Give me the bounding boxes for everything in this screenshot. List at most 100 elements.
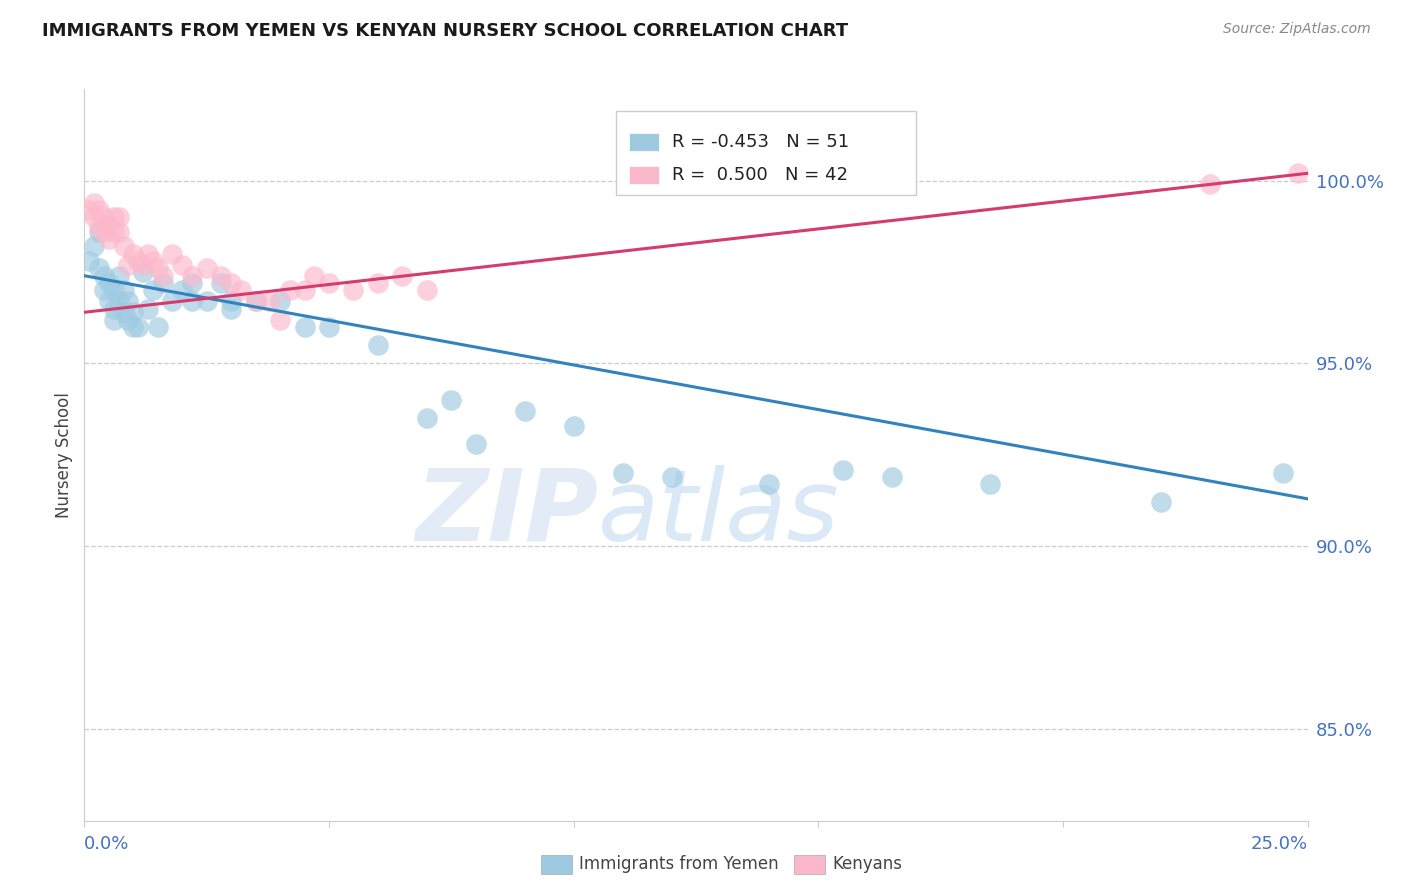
Text: Immigrants from Yemen: Immigrants from Yemen <box>579 855 779 873</box>
Bar <box>628 166 659 185</box>
Point <box>152 268 174 283</box>
Point <box>181 268 204 283</box>
Point <box>83 239 105 253</box>
Point <box>269 312 291 326</box>
Point <box>318 276 340 290</box>
Point <box>181 294 204 309</box>
Point <box>103 211 125 225</box>
Text: IMMIGRANTS FROM YEMEN VS KENYAN NURSERY SCHOOL CORRELATION CHART: IMMIGRANTS FROM YEMEN VS KENYAN NURSERY … <box>42 22 848 40</box>
Point <box>107 211 129 225</box>
Point <box>103 225 125 239</box>
Point <box>391 268 413 283</box>
Point <box>162 294 184 309</box>
Point <box>259 294 281 309</box>
Point <box>112 239 135 253</box>
Point <box>117 294 139 309</box>
Point <box>132 265 155 279</box>
Point <box>107 268 129 283</box>
Point <box>132 258 155 272</box>
Point <box>209 268 232 283</box>
Point <box>172 258 194 272</box>
Point <box>103 284 125 298</box>
Point <box>117 258 139 272</box>
Point <box>245 294 267 309</box>
Point <box>294 320 316 334</box>
Text: ZIP: ZIP <box>415 465 598 562</box>
Point <box>219 276 242 290</box>
Text: R =  0.500   N = 42: R = 0.500 N = 42 <box>672 166 848 184</box>
Point <box>758 477 780 491</box>
Point <box>1272 467 1295 481</box>
Point <box>93 211 115 225</box>
Point <box>440 393 463 408</box>
Point <box>87 225 110 239</box>
Text: R = -0.453   N = 51: R = -0.453 N = 51 <box>672 133 849 151</box>
FancyBboxPatch shape <box>616 112 917 195</box>
Point <box>127 254 149 268</box>
Point <box>122 320 145 334</box>
Text: Source: ZipAtlas.com: Source: ZipAtlas.com <box>1223 22 1371 37</box>
Point <box>136 301 159 316</box>
Text: 0.0%: 0.0% <box>84 835 129 854</box>
Point <box>97 218 120 232</box>
Point <box>103 312 125 326</box>
Point <box>93 268 115 283</box>
Point <box>142 254 165 268</box>
Point <box>367 276 389 290</box>
Point <box>162 247 184 261</box>
Point <box>416 411 439 425</box>
Point <box>562 418 585 433</box>
Point <box>416 284 439 298</box>
Point <box>142 284 165 298</box>
Point <box>209 276 232 290</box>
Point <box>464 437 486 451</box>
Point <box>318 320 340 334</box>
Point <box>304 268 326 283</box>
Point <box>219 294 242 309</box>
Point <box>87 221 110 235</box>
Point <box>219 301 242 316</box>
Point <box>127 320 149 334</box>
Point <box>269 294 291 309</box>
Point <box>195 261 218 276</box>
Point <box>195 294 218 309</box>
Point <box>172 284 194 298</box>
Point <box>87 261 110 276</box>
Point <box>661 470 683 484</box>
Point <box>229 284 252 298</box>
Point <box>1150 495 1173 509</box>
Point <box>1286 166 1309 180</box>
Point <box>245 294 267 309</box>
Point <box>83 211 105 225</box>
Point <box>122 305 145 319</box>
Text: 25.0%: 25.0% <box>1250 835 1308 854</box>
Point <box>294 284 316 298</box>
Point <box>112 305 135 319</box>
Point <box>181 276 204 290</box>
Point <box>152 276 174 290</box>
Point <box>612 467 634 481</box>
Point <box>103 301 125 316</box>
Point <box>367 338 389 352</box>
Point <box>342 284 364 298</box>
Point <box>122 247 145 261</box>
Point <box>146 320 169 334</box>
Text: atlas: atlas <box>598 465 839 562</box>
Point <box>136 247 159 261</box>
Point <box>93 284 115 298</box>
Point <box>513 404 536 418</box>
Point <box>117 312 139 326</box>
Point <box>97 294 120 309</box>
Point <box>93 225 115 239</box>
Point <box>278 284 301 298</box>
Point <box>107 225 129 239</box>
Point <box>112 284 135 298</box>
Point <box>146 261 169 276</box>
Point <box>107 294 129 309</box>
Bar <box>628 133 659 152</box>
Point <box>1198 178 1220 192</box>
Point <box>83 195 105 210</box>
Point <box>97 232 120 246</box>
Point <box>77 254 100 268</box>
Point <box>77 202 100 217</box>
